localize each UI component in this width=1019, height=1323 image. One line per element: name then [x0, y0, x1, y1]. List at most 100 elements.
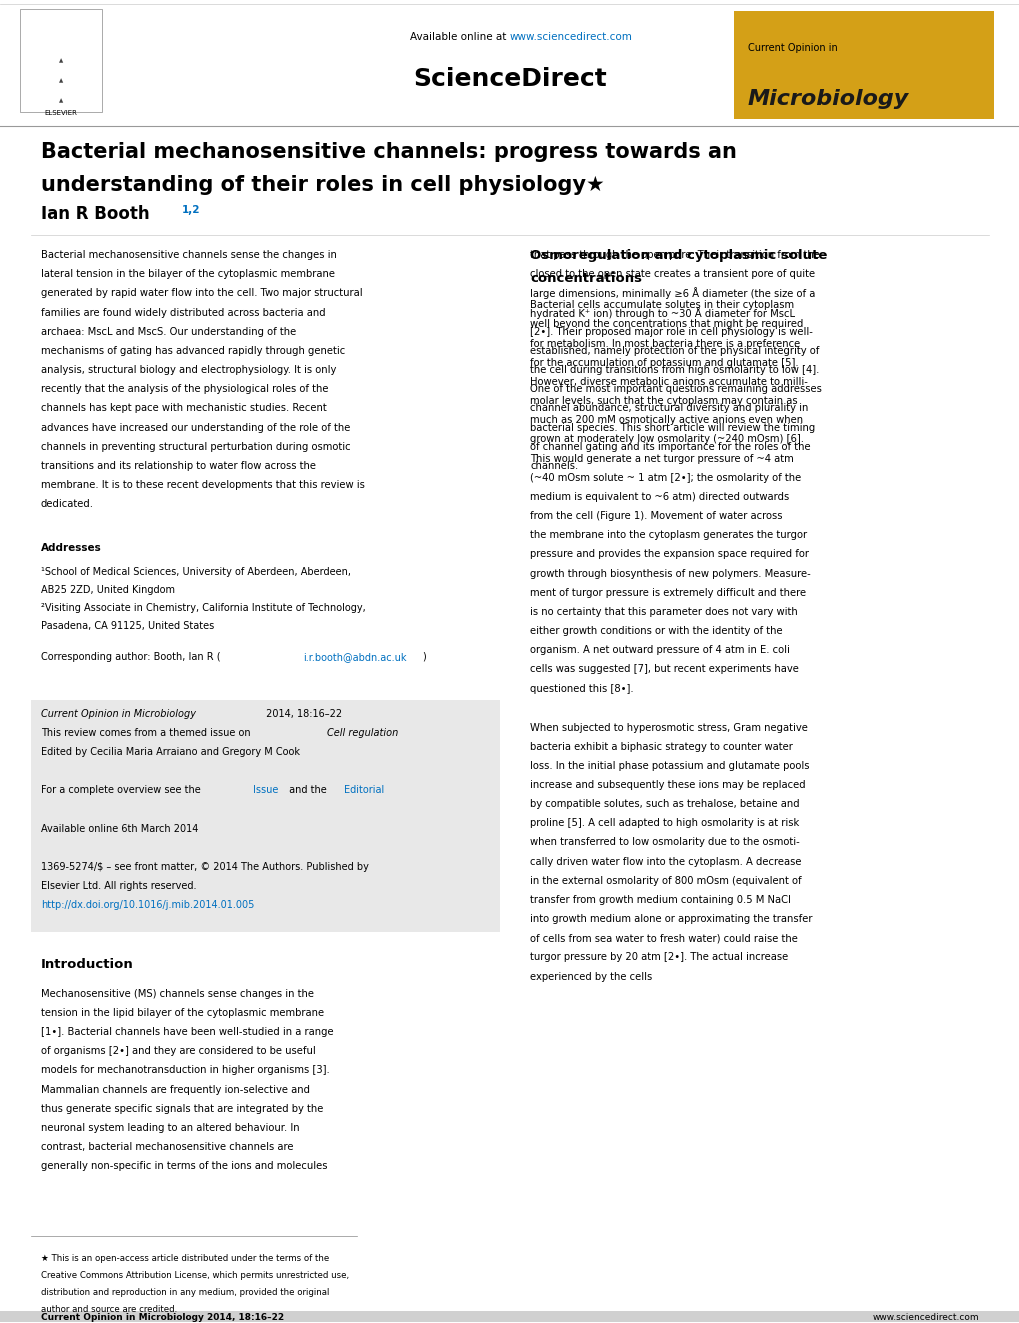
Text: Microbiology: Microbiology: [747, 89, 908, 108]
Text: http://dx.doi.org/10.1016/j.mib.2014.01.005: http://dx.doi.org/10.1016/j.mib.2014.01.…: [41, 900, 254, 910]
Text: by compatible solutes, such as trehalose, betaine and: by compatible solutes, such as trehalose…: [530, 799, 799, 810]
Text: distribution and reproduction in any medium, provided the original: distribution and reproduction in any med…: [41, 1289, 329, 1297]
Text: www.sciencedirect.com: www.sciencedirect.com: [510, 32, 632, 42]
Text: from the cell (Figure 1). Movement of water across: from the cell (Figure 1). Movement of wa…: [530, 511, 783, 521]
Text: 1369-5274/$ – see front matter, © 2014 The Authors. Published by: 1369-5274/$ – see front matter, © 2014 T…: [41, 863, 368, 872]
Text: channels.: channels.: [530, 460, 578, 471]
Text: contrast, bacterial mechanosensitive channels are: contrast, bacterial mechanosensitive cha…: [41, 1142, 293, 1152]
Text: This would generate a net turgor pressure of ~4 atm: This would generate a net turgor pressur…: [530, 454, 794, 463]
Text: Cell regulation: Cell regulation: [327, 728, 398, 738]
Text: ▲: ▲: [59, 58, 63, 64]
Text: Ian R Booth: Ian R Booth: [41, 205, 149, 224]
Text: loss. In the initial phase potassium and glutamate pools: loss. In the initial phase potassium and…: [530, 761, 809, 771]
Text: is no certainty that this parameter does not vary with: is no certainty that this parameter does…: [530, 607, 798, 617]
Text: ▲: ▲: [59, 98, 63, 103]
Text: large dimensions, minimally ≥6 Å diameter (the size of a: large dimensions, minimally ≥6 Å diamete…: [530, 287, 815, 299]
Text: channels has kept pace with mechanistic studies. Recent: channels has kept pace with mechanistic …: [41, 404, 326, 413]
Text: Available online 6th March 2014: Available online 6th March 2014: [41, 824, 198, 833]
Text: proline [5]. A cell adapted to high osmolarity is at risk: proline [5]. A cell adapted to high osmo…: [530, 819, 799, 828]
Text: concentrations: concentrations: [530, 273, 642, 286]
Text: ScienceDirect: ScienceDirect: [413, 67, 606, 91]
FancyBboxPatch shape: [31, 700, 499, 931]
Text: pressure and provides the expansion space required for: pressure and provides the expansion spac…: [530, 549, 809, 560]
Text: of channel gating and its importance for the roles of the: of channel gating and its importance for…: [530, 442, 810, 451]
Text: Available online at: Available online at: [410, 32, 510, 42]
Bar: [0, 1311, 1019, 1323]
Text: channels in preventing structural perturbation during osmotic: channels in preventing structural pertur…: [41, 442, 351, 451]
Text: archaea: MscL and MscS. Our understanding of the: archaea: MscL and MscS. Our understandin…: [41, 327, 296, 337]
Text: (~40 mOsm solute ~ 1 atm [2•]; the osmolarity of the: (~40 mOsm solute ~ 1 atm [2•]; the osmol…: [530, 472, 801, 483]
Text: growth through biosynthesis of new polymers. Measure-: growth through biosynthesis of new polym…: [530, 569, 810, 578]
Text: Current Opinion in Microbiology 2014, 18:16–22: Current Opinion in Microbiology 2014, 18…: [41, 1314, 283, 1322]
Text: understanding of their roles in cell physiology★: understanding of their roles in cell phy…: [41, 175, 604, 194]
Text: For a complete overview see the: For a complete overview see the: [41, 786, 204, 795]
Text: 1,2: 1,2: [181, 205, 200, 216]
Text: that pass through the open pore. Their transition from the: that pass through the open pore. Their t…: [530, 250, 819, 261]
Text: Corresponding author: Booth, Ian R (: Corresponding author: Booth, Ian R (: [41, 652, 220, 662]
Text: author and source are credited.: author and source are credited.: [41, 1306, 177, 1314]
Text: generated by rapid water flow into the cell. Two major structural: generated by rapid water flow into the c…: [41, 288, 362, 299]
Text: Mechanosensitive (MS) channels sense changes in the: Mechanosensitive (MS) channels sense cha…: [41, 988, 314, 999]
Text: mechanisms of gating has advanced rapidly through genetic: mechanisms of gating has advanced rapidl…: [41, 345, 344, 356]
Text: molar levels, such that the cytoplasm may contain as: molar levels, such that the cytoplasm ma…: [530, 396, 797, 406]
Text: Mammalian channels are frequently ion-selective and: Mammalian channels are frequently ion-se…: [41, 1085, 310, 1094]
Text: Bacterial mechanosensitive channels sense the changes in: Bacterial mechanosensitive channels sens…: [41, 250, 336, 261]
Text: into growth medium alone or approximating the transfer: into growth medium alone or approximatin…: [530, 914, 812, 925]
FancyBboxPatch shape: [734, 11, 994, 119]
Text: lateral tension in the bilayer of the cytoplasmic membrane: lateral tension in the bilayer of the cy…: [41, 269, 334, 279]
Text: for metabolism. In most bacteria there is a preference: for metabolism. In most bacteria there i…: [530, 339, 800, 348]
Text: bacterial species. This short article will review the timing: bacterial species. This short article wi…: [530, 422, 815, 433]
Text: the cell during transitions from high osmolarity to low [4].: the cell during transitions from high os…: [530, 365, 819, 374]
Text: bacteria exhibit a biphasic strategy to counter water: bacteria exhibit a biphasic strategy to …: [530, 742, 793, 751]
Text: ²Visiting Associate in Chemistry, California Institute of Technology,: ²Visiting Associate in Chemistry, Califo…: [41, 603, 365, 613]
Text: ★ This is an open-access article distributed under the terms of the: ★ This is an open-access article distrib…: [41, 1254, 329, 1262]
Text: Elsevier Ltd. All rights reserved.: Elsevier Ltd. All rights reserved.: [41, 881, 196, 892]
Text: Pasadena, CA 91125, United States: Pasadena, CA 91125, United States: [41, 620, 214, 631]
Text: transfer from growth medium containing 0.5 M NaCl: transfer from growth medium containing 0…: [530, 894, 791, 905]
Text: www.sciencedirect.com: www.sciencedirect.com: [871, 1314, 978, 1322]
Text: transitions and its relationship to water flow across the: transitions and its relationship to wate…: [41, 460, 316, 471]
Text: i.r.booth@abdn.ac.uk: i.r.booth@abdn.ac.uk: [303, 652, 406, 662]
Text: well beyond the concentrations that might be required: well beyond the concentrations that migh…: [530, 319, 803, 329]
Text: However, diverse metabolic anions accumulate to milli-: However, diverse metabolic anions accumu…: [530, 377, 807, 386]
Text: Current Opinion in Microbiology: Current Opinion in Microbiology: [41, 709, 196, 718]
Text: closed to the open state creates a transient pore of quite: closed to the open state creates a trans…: [530, 269, 815, 279]
Text: turgor pressure by 20 atm [2•]. The actual increase: turgor pressure by 20 atm [2•]. The actu…: [530, 953, 788, 962]
Text: models for mechanotransduction in higher organisms [3].: models for mechanotransduction in higher…: [41, 1065, 329, 1076]
Text: increase and subsequently these ions may be replaced: increase and subsequently these ions may…: [530, 781, 805, 790]
Text: Osmoregulation and cytoplasmic solute: Osmoregulation and cytoplasmic solute: [530, 249, 827, 262]
Text: AB25 2ZD, United Kingdom: AB25 2ZD, United Kingdom: [41, 585, 174, 595]
Text: medium is equivalent to ~6 atm) directed outwards: medium is equivalent to ~6 atm) directed…: [530, 492, 789, 501]
Text: ment of turgor pressure is extremely difficult and there: ment of turgor pressure is extremely dif…: [530, 587, 806, 598]
Text: tension in the lipid bilayer of the cytoplasmic membrane: tension in the lipid bilayer of the cyto…: [41, 1008, 324, 1017]
Text: organism. A net outward pressure of 4 atm in E. coli: organism. A net outward pressure of 4 at…: [530, 646, 790, 655]
Text: families are found widely distributed across bacteria and: families are found widely distributed ac…: [41, 307, 325, 318]
Text: recently that the analysis of the physiological roles of the: recently that the analysis of the physio…: [41, 384, 328, 394]
Text: ¹School of Medical Sciences, University of Aberdeen, Aberdeen,: ¹School of Medical Sciences, University …: [41, 568, 351, 577]
Text: when transferred to low osmolarity due to the osmoti-: when transferred to low osmolarity due t…: [530, 837, 799, 848]
Text: of organisms [2•] and they are considered to be useful: of organisms [2•] and they are considere…: [41, 1046, 315, 1056]
Text: analysis, structural biology and electrophysiology. It is only: analysis, structural biology and electro…: [41, 365, 336, 374]
Text: the membrane into the cytoplasm generates the turgor: the membrane into the cytoplasm generate…: [530, 531, 807, 540]
Text: grown at moderately low osmolarity (~240 mOsm) [6].: grown at moderately low osmolarity (~240…: [530, 434, 804, 445]
Text: and the: and the: [285, 786, 329, 795]
Text: Issue: Issue: [253, 786, 278, 795]
Text: dedicated.: dedicated.: [41, 499, 94, 509]
Text: This review comes from a themed issue on: This review comes from a themed issue on: [41, 728, 254, 738]
Text: [1•]. Bacterial channels have been well-studied in a range: [1•]. Bacterial channels have been well-…: [41, 1027, 333, 1037]
Text: [2•]. Their proposed major role in cell physiology is well-: [2•]. Their proposed major role in cell …: [530, 327, 812, 337]
Text: either growth conditions or with the identity of the: either growth conditions or with the ide…: [530, 626, 783, 636]
Text: 2014, 18:16–22: 2014, 18:16–22: [263, 709, 342, 718]
Text: Edited by Cecilia Maria Arraiano and Gregory M Cook: Edited by Cecilia Maria Arraiano and Gre…: [41, 747, 300, 757]
Text: generally non-specific in terms of the ions and molecules: generally non-specific in terms of the i…: [41, 1162, 327, 1171]
Text: channel abundance, structural diversity and plurality in: channel abundance, structural diversity …: [530, 404, 808, 413]
Text: of cells from sea water to fresh water) could raise the: of cells from sea water to fresh water) …: [530, 933, 798, 943]
Text: Bacterial mechanosensitive channels: progress towards an: Bacterial mechanosensitive channels: pro…: [41, 142, 736, 161]
Text: thus generate specific signals that are integrated by the: thus generate specific signals that are …: [41, 1103, 323, 1114]
Text: Bacterial cells accumulate solutes in their cytoplasm: Bacterial cells accumulate solutes in th…: [530, 300, 794, 311]
Text: experienced by the cells: experienced by the cells: [530, 971, 652, 982]
Text: Current Opinion in: Current Opinion in: [747, 42, 837, 53]
Text: much as 200 mM osmotically active anions even when: much as 200 mM osmotically active anions…: [530, 415, 803, 425]
Text: One of the most important questions remaining addresses: One of the most important questions rema…: [530, 384, 821, 394]
Text: Addresses: Addresses: [41, 544, 102, 553]
